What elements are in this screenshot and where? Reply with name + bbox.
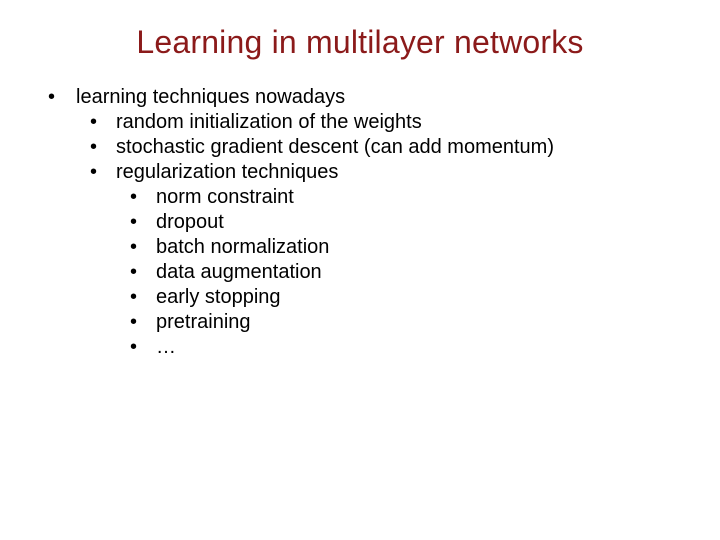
list-item-label: data augmentation [156,261,322,283]
list-item-label: dropout [156,211,224,233]
list-item: learning techniques nowadays random init… [30,85,690,360]
list-item: norm constraint [116,185,690,210]
list-item-label: early stopping [156,286,281,308]
list-item: dropout [116,210,690,235]
bullet-list: random initialization of the weights sto… [76,110,690,360]
slide: Learning in multilayer networks learning… [0,0,720,540]
list-item: regularization techniques norm constrain… [76,160,690,360]
list-item-label: random initialization of the weights [116,111,422,133]
list-item-label: batch normalization [156,236,329,258]
list-item: early stopping [116,285,690,310]
bullet-list: learning techniques nowadays random init… [30,85,690,360]
bullet-list: norm constraint dropout batch normalizat… [116,185,690,360]
list-item: batch normalization [116,235,690,260]
list-item-label: norm constraint [156,186,294,208]
list-item: pretraining [116,310,690,335]
list-item: stochastic gradient descent (can add mom… [76,135,690,160]
list-item-label: … [156,336,176,358]
list-item-label: regularization techniques [116,161,338,183]
list-item-label: stochastic gradient descent (can add mom… [116,136,554,158]
list-item: … [116,335,690,360]
list-item: random initialization of the weights [76,110,690,135]
list-item-label: pretraining [156,311,251,333]
slide-title: Learning in multilayer networks [30,24,690,61]
list-item-label: learning techniques nowadays [76,86,345,108]
list-item: data augmentation [116,260,690,285]
